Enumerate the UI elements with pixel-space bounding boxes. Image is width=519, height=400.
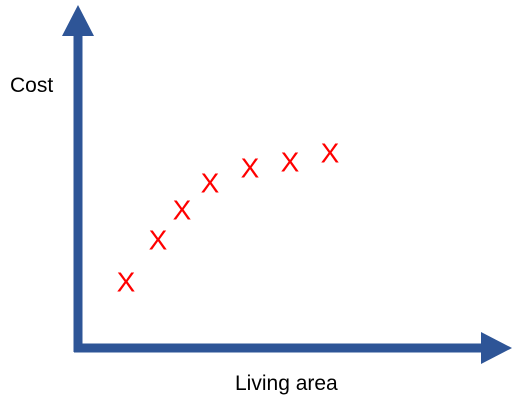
data-point-6: X: [281, 147, 300, 178]
data-point-5: X: [241, 153, 260, 184]
x-axis-arrowhead: [481, 332, 512, 364]
y-axis-label: Cost: [10, 74, 53, 97]
data-point-7: X: [321, 138, 340, 169]
data-point-4: X: [201, 168, 220, 199]
data-point-2: X: [149, 225, 168, 256]
y-axis-arrowhead: [62, 5, 94, 36]
data-point-3: X: [173, 195, 192, 226]
data-point-1: X: [117, 267, 136, 298]
x-axis-label: Living area: [235, 372, 338, 395]
